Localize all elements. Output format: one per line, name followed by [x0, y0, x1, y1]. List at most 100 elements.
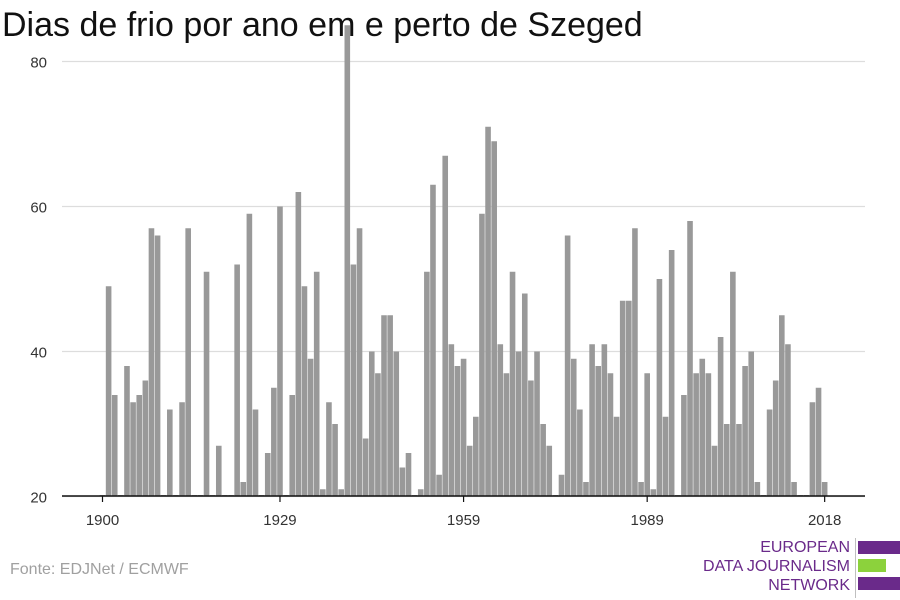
bar-1981 — [595, 366, 602, 496]
bar-1901 — [105, 286, 112, 496]
bar-2006 — [748, 351, 755, 496]
bar-1983 — [607, 373, 614, 496]
bar-1944 — [368, 351, 375, 496]
bar-1986 — [626, 300, 632, 496]
bar-1980 — [589, 344, 595, 496]
bar-1922 — [234, 264, 240, 496]
bar-1936 — [320, 489, 326, 496]
bar-2009 — [766, 409, 773, 496]
bar-1985 — [619, 300, 626, 496]
bar-1957 — [448, 344, 455, 496]
bar-1984 — [613, 416, 620, 496]
logo-divider — [855, 538, 856, 598]
bar-2016 — [809, 402, 816, 496]
bar-1939 — [338, 489, 344, 496]
bar-1940 — [344, 25, 351, 496]
bar-2010 — [772, 380, 779, 496]
bar-1907 — [142, 380, 149, 496]
bar-1971 — [534, 351, 540, 496]
bar-1913 — [179, 402, 185, 496]
bar-1998 — [699, 358, 706, 496]
bar-2004 — [736, 424, 742, 496]
y-tick-label-40: 40 — [30, 345, 47, 362]
bar-1905 — [130, 402, 136, 496]
x-tick-label-2018: 2018 — [808, 512, 841, 529]
source-note: Fonte: EDJNet / ECMWF — [10, 561, 189, 578]
bar-2000 — [711, 445, 718, 496]
logo-bar-purple-top — [858, 541, 900, 554]
bar-1961 — [473, 416, 479, 496]
logo-bar-green — [858, 559, 886, 572]
bar-1927 — [264, 453, 271, 496]
bar-1968 — [515, 351, 522, 496]
bar-1993 — [668, 250, 675, 496]
bar-1978 — [577, 409, 583, 496]
bar-1991 — [656, 279, 663, 496]
bar-1949 — [399, 467, 406, 496]
bar-1989 — [644, 373, 650, 496]
y-tick-label-80: 80 — [30, 55, 47, 72]
bar-1976 — [564, 235, 571, 496]
bar-1955 — [436, 474, 442, 496]
bar-1943 — [362, 438, 369, 496]
bar-2018 — [821, 482, 828, 496]
bar-2013 — [791, 482, 797, 496]
bar-2003 — [730, 271, 736, 496]
y-tick-label-60: 60 — [30, 200, 47, 217]
bar-1979 — [583, 482, 589, 496]
bar-1906 — [136, 395, 143, 496]
bar-1988 — [638, 482, 644, 496]
bar-1925 — [252, 409, 259, 496]
bars — [99, 25, 828, 496]
y-tick-label-20: 20 — [30, 490, 47, 507]
bar-1959 — [460, 358, 467, 496]
bar-1963 — [485, 126, 491, 496]
bar-1953 — [424, 271, 430, 496]
bar-1934 — [307, 358, 314, 496]
bar-1909 — [154, 235, 161, 496]
bar-1932 — [295, 192, 302, 496]
bar-2001 — [717, 337, 724, 496]
bar-1924 — [246, 213, 253, 496]
bar-1929 — [277, 206, 283, 496]
logo-line-1: EUROPEAN — [760, 539, 850, 556]
logo-bar-purple-bottom — [858, 577, 900, 590]
bar-1962 — [479, 213, 485, 496]
bar-1997 — [693, 373, 699, 496]
bar-1982 — [601, 344, 608, 496]
bar-2002 — [723, 424, 730, 496]
bar-1956 — [442, 155, 449, 496]
bar-1965 — [497, 344, 504, 496]
bar-1952 — [417, 489, 424, 496]
logo-line-2: DATA JOURNALISM — [703, 558, 850, 575]
bar-1946 — [381, 315, 387, 496]
x-tick-label-1900: 1900 — [86, 512, 119, 529]
bar-1928 — [271, 387, 277, 496]
x-tick-label-1959: 1959 — [447, 512, 480, 529]
bar-1992 — [662, 416, 669, 496]
bar-1958 — [454, 366, 461, 496]
bar-1902 — [111, 395, 118, 496]
axes: 20 40 60 80 1900 1929 1959 1989 2018 — [30, 55, 865, 529]
bar-1948 — [393, 351, 400, 496]
bar-1995 — [681, 395, 687, 496]
bar-1914 — [185, 228, 191, 496]
bar-2012 — [785, 344, 791, 496]
bar-1904 — [124, 366, 130, 496]
bar-1931 — [289, 395, 296, 496]
bar-1937 — [326, 402, 332, 496]
bar-1919 — [215, 445, 222, 496]
logo-line-3: NETWORK — [768, 577, 850, 594]
bar-1977 — [570, 358, 577, 496]
bar-1999 — [705, 373, 712, 496]
bar-1996 — [687, 221, 693, 496]
bar-1945 — [375, 373, 381, 496]
bar-1960 — [466, 445, 473, 496]
bar-1975 — [558, 474, 565, 496]
bar-2017 — [815, 387, 822, 496]
bar-1954 — [430, 184, 436, 496]
bar-1911 — [167, 409, 173, 496]
bar-1973 — [546, 445, 553, 496]
bar-2011 — [779, 315, 785, 496]
